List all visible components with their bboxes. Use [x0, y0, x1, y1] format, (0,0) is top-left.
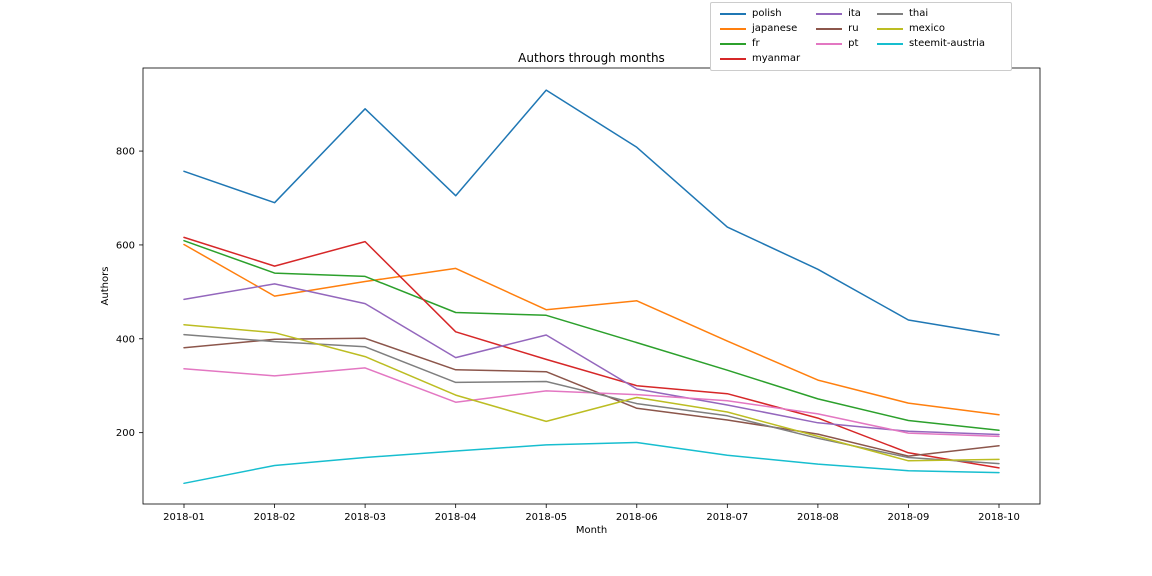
series-line-polish [183, 89, 1000, 336]
legend-label: fr [752, 38, 760, 49]
legend-line-swatch [720, 13, 746, 15]
x-tick-label: 2018-02 [254, 512, 296, 523]
legend-item-thai: thai [876, 8, 985, 20]
legend-label: steemit-austria [908, 38, 986, 49]
legend-item-ita: ita [816, 8, 861, 20]
legend-line-swatch [720, 28, 746, 30]
legend-label: japanese [752, 23, 798, 34]
axis-ticks: 200 400 600 800 2018-01 2018-02 2018-03 2018-04… [116, 147, 1020, 523]
legend-line-swatch [816, 28, 843, 30]
chart-title: Authors through months [518, 51, 665, 65]
series-line-ru [183, 337, 1000, 457]
y-tick-label: 600 [116, 240, 135, 251]
x-tick-label: 2018-04 [435, 512, 477, 523]
legend-label: pt [848, 38, 859, 49]
legend-line-swatch [876, 28, 903, 30]
legend-line-swatch [720, 58, 746, 60]
legend-label: ru [848, 23, 859, 34]
legend-line-swatch [720, 43, 746, 45]
x-axis-label: Month [576, 525, 607, 536]
x-tick-label: 2018-07 [706, 512, 748, 523]
series-line-japanese [183, 243, 1000, 416]
legend-label: myanmar [752, 53, 801, 64]
x-tick-label: 2018-06 [616, 512, 658, 523]
legend-item-ru: ru [816, 23, 861, 35]
legend-line-swatch [816, 13, 843, 15]
series-line-fr [183, 239, 1000, 432]
legend-item-mexico: mexico [876, 23, 985, 35]
series-lines [183, 89, 1000, 485]
x-tick-label: 2018-01 [163, 512, 205, 523]
y-tick-label: 200 [116, 428, 135, 439]
x-tick-label: 2018-05 [525, 512, 567, 523]
x-tick-label: 2018-09 [888, 512, 930, 523]
series-line-myanmar [183, 236, 1000, 469]
legend-item-fr: fr [720, 38, 800, 50]
legend-column: ita ru pt [816, 8, 861, 65]
axes-box [142, 67, 1041, 505]
legend-column: polish japanese fr myanmar [720, 8, 800, 65]
legend-line-swatch [816, 43, 843, 45]
y-tick-label: 800 [116, 147, 135, 158]
legend-item-polish: polish [720, 8, 800, 20]
series-line-mexico [183, 323, 1000, 462]
legend-item-steemit-austria: steemit-austria [876, 38, 986, 50]
legend-line-swatch [876, 13, 903, 15]
series-line-pt [183, 367, 1000, 438]
legend-item-japanese: japanese [720, 23, 800, 35]
y-tick-label: 400 [116, 334, 135, 345]
y-axis-label: Authors [100, 267, 111, 306]
x-tick-label: 2018-10 [978, 512, 1020, 523]
legend-item-myanmar: myanmar [720, 53, 800, 65]
series-line-ita [183, 283, 1000, 436]
legend-column: thai mexico steemit-austria [876, 8, 986, 65]
legend: polish japanese fr myanmar ita ru pt thai mexico… [710, 2, 1012, 71]
legend-label: polish [752, 8, 782, 19]
legend-line-swatch [876, 43, 903, 45]
legend-label: mexico [908, 23, 945, 34]
legend-label: ita [848, 8, 861, 19]
x-tick-label: 2018-03 [344, 512, 386, 523]
legend-item-pt: pt [816, 38, 861, 50]
series-line-steemit-austria [183, 441, 1000, 485]
legend-label: thai [908, 8, 929, 19]
x-tick-label: 2018-08 [797, 512, 839, 523]
